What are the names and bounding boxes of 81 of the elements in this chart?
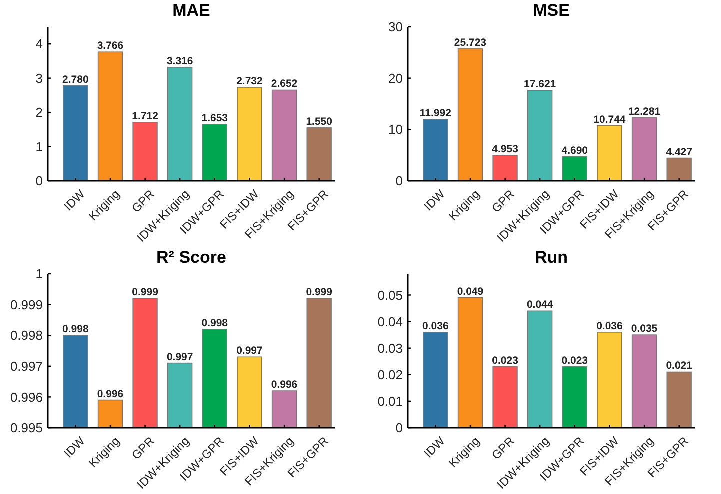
- data-label: 4.953: [492, 144, 519, 156]
- data-label: 4.427: [666, 146, 693, 158]
- data-label: 25.723: [454, 36, 487, 49]
- data-label: 2.652: [271, 78, 298, 90]
- data-label: 0.997: [166, 351, 194, 364]
- data-label: 1.550: [306, 116, 333, 128]
- bar: [237, 87, 262, 182]
- data-label: 0.035: [631, 323, 658, 336]
- data-label: 0.996: [271, 379, 298, 392]
- data-label: 1.653: [202, 112, 228, 124]
- y-tick-label: 0.03: [378, 340, 403, 356]
- y-tick-label: 1: [36, 266, 43, 282]
- y-tick-label: 0: [396, 174, 403, 189]
- bar: [132, 122, 158, 182]
- y-tick-label: 1: [36, 139, 43, 154]
- data-label: 0.999: [132, 286, 159, 299]
- bar: [306, 128, 332, 182]
- y-tick-label: 0.996: [10, 390, 43, 405]
- bar: [528, 310, 553, 428]
- y-tick-label: 0.997: [10, 358, 43, 374]
- bar: [98, 52, 124, 182]
- data-label: 0.049: [457, 286, 484, 298]
- y-tick-label: 0.998: [10, 328, 43, 344]
- bar: [562, 156, 588, 182]
- data-label: 1.712: [132, 110, 159, 122]
- data-label: 11.992: [420, 107, 452, 120]
- bar: [168, 67, 193, 182]
- y-tick-label: 0: [396, 420, 403, 436]
- y-tick-label: 0.999: [10, 297, 43, 312]
- y-tick-label: 30: [388, 20, 403, 35]
- bar: [562, 366, 588, 428]
- y-tick-label: 10: [388, 122, 403, 138]
- y-tick-label: 0.05: [378, 288, 403, 303]
- bar: [272, 90, 298, 182]
- data-label: 2.780: [62, 74, 89, 86]
- bar: [632, 118, 658, 182]
- data-label: 2.732: [236, 76, 264, 88]
- y-tick-label: 4: [36, 36, 43, 52]
- data-label: 0.021: [666, 360, 693, 372]
- bar: [666, 372, 692, 428]
- bar: [458, 297, 484, 428]
- bar: [423, 119, 448, 182]
- data-label: 0.044: [526, 299, 554, 312]
- data-label: 4.690: [562, 144, 588, 157]
- bar: [63, 85, 88, 182]
- bar: [597, 332, 622, 428]
- data-label: 0.036: [596, 320, 624, 332]
- y-tick-label: 2: [36, 105, 43, 120]
- data-label: 3.316: [166, 56, 194, 68]
- y-tick-label: 0: [36, 174, 43, 189]
- chart-title: MSE: [533, 1, 570, 20]
- bar: [528, 90, 553, 182]
- y-tick-label: 0.02: [378, 367, 403, 382]
- data-label: 12.281: [628, 106, 661, 118]
- y-tick-label: 0.04: [378, 314, 403, 330]
- chart-title: R² Score: [156, 248, 226, 267]
- bar: [492, 155, 518, 182]
- data-label: 0.023: [492, 354, 519, 367]
- bar: [666, 158, 692, 182]
- y-tick-label: 20: [388, 70, 403, 86]
- bar: [632, 334, 658, 428]
- data-label: 17.621: [524, 78, 556, 91]
- bar: [423, 332, 448, 428]
- data-label: 0.999: [306, 286, 333, 299]
- y-tick-label: 0.995: [10, 420, 43, 436]
- chart-title: MAE: [172, 1, 210, 20]
- chart-title: Run: [534, 248, 568, 267]
- data-label: 10.744: [594, 114, 626, 126]
- data-label: 0.998: [202, 317, 228, 330]
- bar: [492, 366, 518, 428]
- y-tick-label: 3: [36, 70, 43, 86]
- data-label: 0.997: [236, 345, 264, 358]
- bar: [597, 125, 622, 182]
- data-label: 0.023: [562, 354, 588, 367]
- data-label: 0.036: [422, 320, 449, 332]
- bar: [458, 48, 484, 182]
- bar: [202, 124, 228, 182]
- data-label: 0.996: [97, 388, 124, 400]
- y-tick-label: 0.01: [378, 394, 403, 409]
- data-label: 0.998: [62, 324, 89, 336]
- data-label: 3.766: [97, 40, 124, 52]
